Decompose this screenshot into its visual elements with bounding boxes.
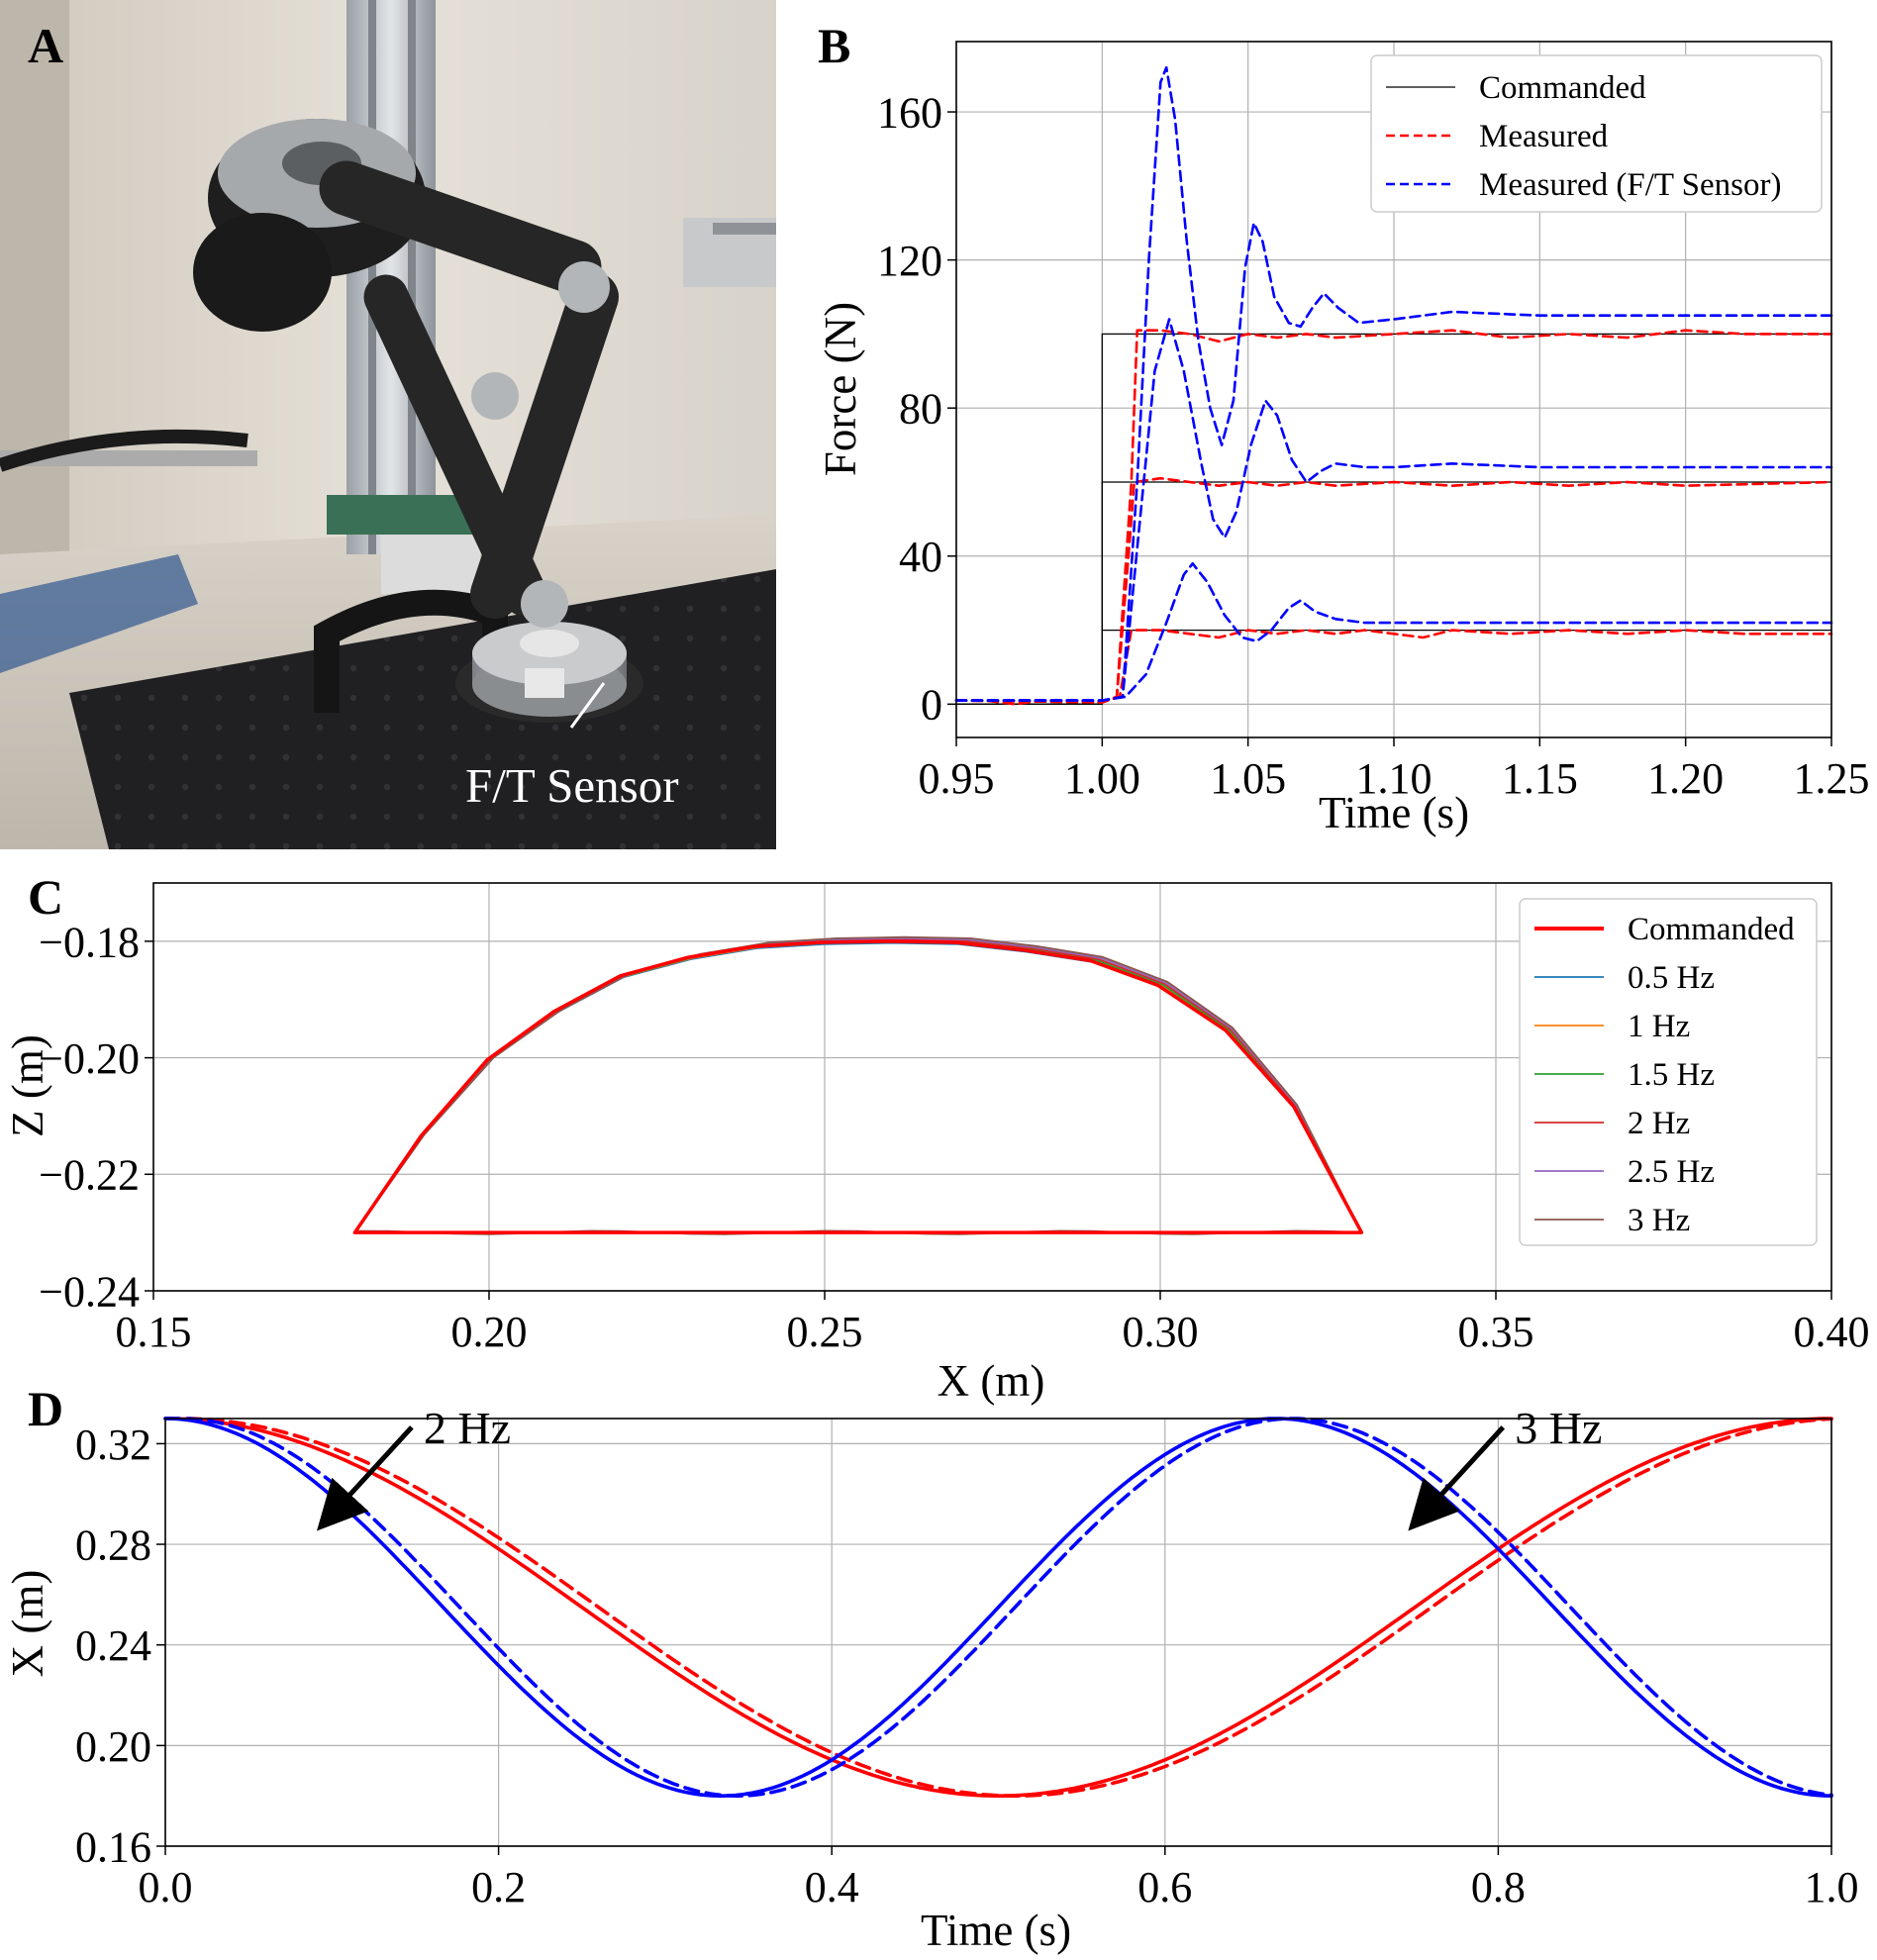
chart-b-series-line — [954, 318, 1833, 702]
b-x-tick-label: 1.00 — [1064, 754, 1140, 803]
d-y-tick-label: 0.20 — [75, 1722, 151, 1771]
chart-d-grid — [164, 1419, 1832, 1847]
c-x-tick-label: 0.25 — [787, 1308, 863, 1356]
chart-d-y-ticks: 0.16 0.20 0.24 0.28 0.32 — [75, 1421, 165, 1871]
b-y-tick-label: 40 — [899, 533, 942, 581]
b-x-tick-label: 1.10 — [1356, 754, 1432, 803]
chart-d-annotation-label: 2 Hz — [424, 1403, 511, 1453]
chart-c-y-ticks: −0.18 −0.20 −0.22 −0.24 — [39, 918, 153, 1316]
chart-b-x-axis-label: Time (s) — [1319, 788, 1469, 837]
chart-c-trajectory-line — [353, 940, 1363, 1233]
chart-d-annotation-label: 3 Hz — [1515, 1403, 1602, 1453]
c-x-tick-label: 0.15 — [116, 1308, 192, 1356]
d-x-tick-label: 0.6 — [1137, 1863, 1192, 1911]
chart-c-legend-label: 2 Hz — [1628, 1106, 1690, 1141]
chart-d-y-axis-label: X (m) — [3, 1570, 52, 1678]
ft-sensor-label: F/T Sensor — [465, 758, 679, 813]
d-x-tick-label: 0.0 — [139, 1863, 193, 1911]
chart-c-frame — [152, 882, 1832, 1292]
chart-d-x-axis-label: Time (s) — [921, 1906, 1071, 1955]
c-x-tick-label: 0.35 — [1458, 1308, 1534, 1356]
d-y-tick-label: 0.32 — [75, 1421, 151, 1469]
legend-label-commanded: Commanded — [1479, 70, 1646, 106]
chart-d-frame — [164, 1418, 1832, 1847]
chart-c: 0.15 0.20 0.25 0.30 0.35 0.40 −0.18 −0.20 −0.22… — [3, 882, 1870, 1406]
chart-b-series-line — [954, 476, 1833, 704]
chart-c-trajectory-line — [353, 941, 1363, 1233]
b-x-tick-label: 1.25 — [1794, 754, 1870, 803]
b-y-tick-label: 80 — [899, 385, 942, 434]
chart-c-x-axis-label: X (m) — [938, 1356, 1045, 1406]
panel-a-photo: F/T Sensor — [0, 0, 776, 849]
chart-b: 0.95 1.00 1.05 1.10 1.15 1.20 1.25 0 40 80 120 160… — [816, 41, 1870, 837]
c-y-tick-label: −0.18 — [39, 918, 140, 966]
chart-c-trajectory-line — [353, 937, 1363, 1235]
panel-label-a: A — [28, 18, 63, 73]
chart-b-series-line — [954, 561, 1833, 702]
chart-c-legend-label: 2.5 Hz — [1628, 1154, 1715, 1190]
chart-b-series — [954, 65, 1833, 706]
chart-b-series-line — [954, 65, 1833, 702]
chart-b-legend-box — [1370, 54, 1823, 213]
c-y-tick-label: −0.20 — [39, 1034, 140, 1083]
chart-c-legend-label: Commanded — [1628, 912, 1795, 947]
d-y-tick-label: 0.24 — [75, 1621, 151, 1670]
chart-c-y-axis-label: Z (m) — [3, 1034, 52, 1137]
chart-c-trajectory-line — [352, 939, 1364, 1234]
b-x-tick-label: 0.95 — [919, 754, 995, 803]
chart-d-series-line — [163, 1417, 1833, 1798]
legend-label-measured-ft: Measured (F/T Sensor) — [1479, 167, 1782, 203]
d-x-tick-label: 0.2 — [471, 1863, 526, 1911]
chart-c-legend-label: 1 Hz — [1628, 1009, 1690, 1044]
chart-c-x-ticks: 0.15 0.20 0.25 0.30 0.35 0.40 — [116, 1291, 1870, 1356]
b-x-tick-label: 1.15 — [1502, 754, 1578, 803]
panel-label-c: C — [28, 869, 63, 925]
legend-label-measured: Measured — [1479, 119, 1609, 154]
d-y-tick-label: 0.28 — [75, 1520, 151, 1569]
d-x-tick-label: 0.4 — [805, 1863, 859, 1911]
chart-d-x-ticks: 0.0 0.2 0.4 0.6 0.8 1.0 — [139, 1846, 1859, 1911]
chart-c-trajectory-line — [353, 938, 1363, 1234]
panel-label-b: B — [818, 18, 850, 73]
chart-d-annotation-arrow — [1408, 1425, 1506, 1531]
chart-c-trajectory-line — [353, 935, 1363, 1235]
chart-b-legend: Commanded Measured Measured (F/T Sensor) — [1370, 54, 1823, 213]
chart-b-series-line — [955, 333, 1832, 705]
c-y-tick-label: −0.22 — [39, 1151, 140, 1200]
chart-d: 0.0 0.2 0.4 0.6 0.8 1.0 0.160.200.240.280.32 … — [3, 1403, 1859, 1955]
chart-c-legend: Commanded 0.5 Hz 1 Hz 1.5 Hz 2 Hz 2.5 Hz 3 Hz — [1519, 898, 1818, 1246]
chart-c-legend-label: 3 Hz — [1628, 1203, 1690, 1238]
c-x-tick-label: 0.20 — [451, 1308, 528, 1356]
c-x-tick-label: 0.40 — [1794, 1308, 1870, 1356]
chart-d-series-line — [163, 1417, 1833, 1798]
chart-c-series — [352, 935, 1364, 1235]
b-y-tick-label: 160 — [877, 88, 942, 137]
chart-d-series-line — [163, 1417, 1833, 1798]
chart-c-trajectory-line — [353, 939, 1363, 1233]
b-y-tick-label: 120 — [877, 237, 942, 285]
chart-c-legend-label: 1.5 Hz — [1628, 1057, 1715, 1093]
panel-label-d: D — [28, 1381, 63, 1436]
d-x-tick-label: 1.0 — [1805, 1863, 1859, 1911]
d-y-tick-label: 0.16 — [75, 1822, 151, 1871]
b-y-tick-label: 0 — [921, 681, 942, 730]
chart-b-y-axis-label: Force (N) — [816, 302, 865, 476]
b-x-tick-label: 1.20 — [1647, 754, 1724, 803]
chart-d-annotations: 2 Hz 3 Hz — [317, 1403, 1602, 1531]
chart-d-annotation-arrow — [317, 1425, 414, 1531]
chart-d-series — [163, 1417, 1833, 1798]
chart-c-legend-box — [1519, 898, 1818, 1246]
chart-b-x-ticks: 0.95 1.00 1.05 1.10 1.15 1.20 1.25 — [919, 737, 1870, 803]
d-x-tick-label: 0.8 — [1471, 1863, 1526, 1911]
c-x-tick-label: 0.30 — [1123, 1308, 1199, 1356]
chart-b-y-ticks: 0 40 80 120 160 — [877, 88, 956, 730]
chart-c-legend-label: 0.5 Hz — [1628, 960, 1715, 996]
c-y-tick-label: −0.24 — [39, 1267, 140, 1316]
chart-b-series-line — [954, 329, 1833, 704]
b-x-tick-label: 1.05 — [1210, 754, 1286, 803]
